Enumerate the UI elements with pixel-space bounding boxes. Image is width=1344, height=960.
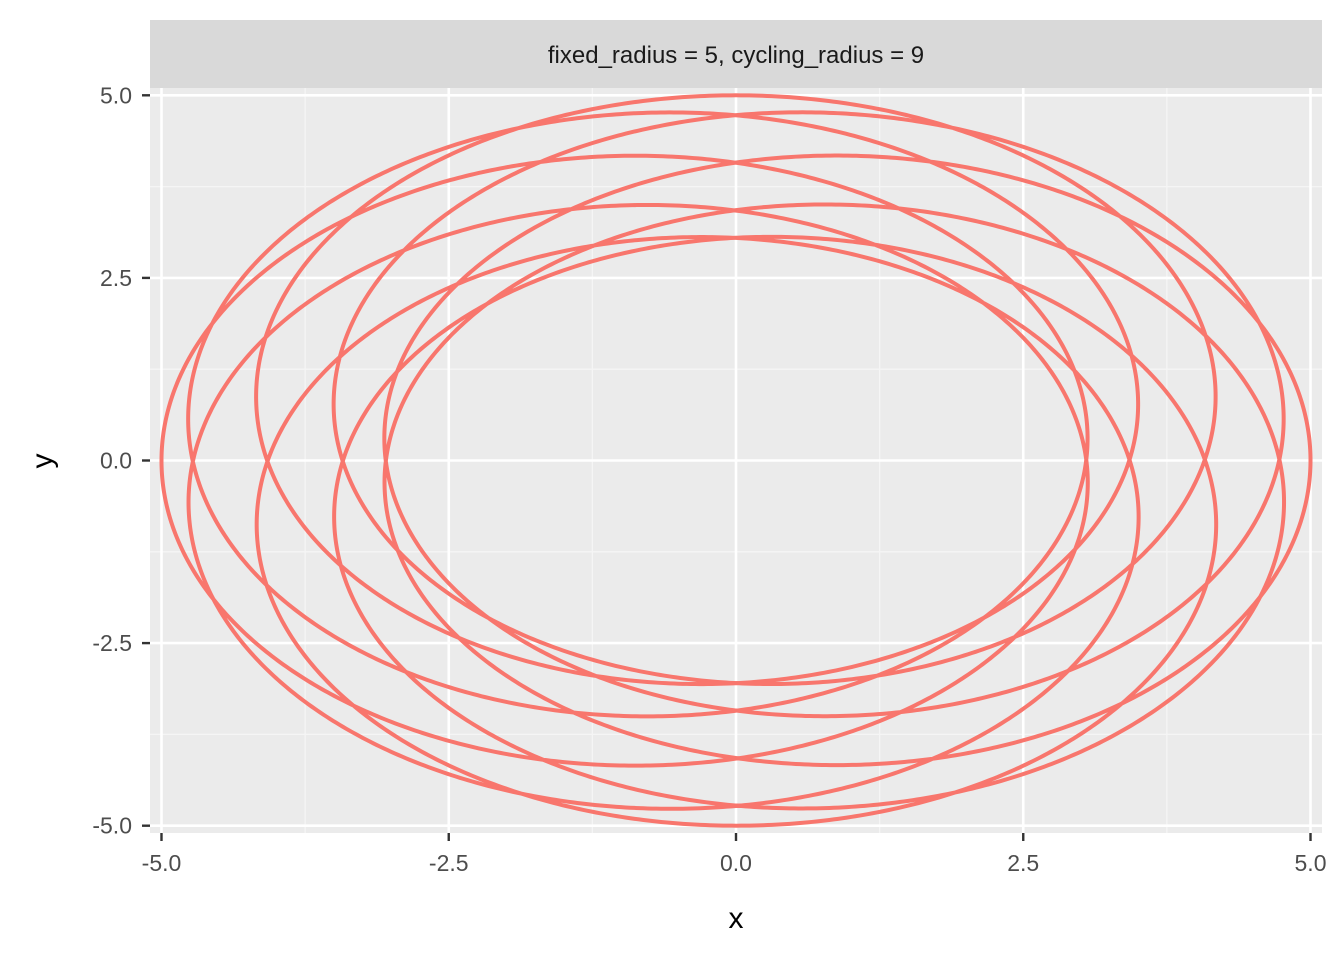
x-tick-label: -5.0 — [142, 850, 182, 876]
y-axis-title: y — [26, 454, 59, 469]
facet-strip-label: fixed_radius = 5, cycling_radius = 9 — [548, 42, 924, 69]
y-tick-label: -5.0 — [92, 813, 132, 839]
y-tick-label: 0.0 — [100, 448, 132, 474]
y-tick-label: -2.5 — [92, 630, 132, 656]
y-tick-label: 2.5 — [100, 265, 132, 291]
y-tick-label: 5.0 — [100, 82, 132, 108]
x-tick-label: -2.5 — [429, 850, 469, 876]
data-curve — [159, 93, 1313, 828]
curve-group — [159, 93, 1313, 828]
facet-strip — [150, 20, 1322, 88]
x-axis: -5.0 -2.5 0.0 2.5 5.0 — [142, 833, 1327, 876]
y-axis: -5.0 -2.5 0.0 2.5 5.0 — [92, 82, 150, 839]
x-tick-label: 2.5 — [1007, 850, 1039, 876]
x-tick-label: 0.0 — [720, 850, 752, 876]
x-tick-label: 5.0 — [1295, 850, 1327, 876]
x-axis-title: x — [729, 902, 744, 935]
